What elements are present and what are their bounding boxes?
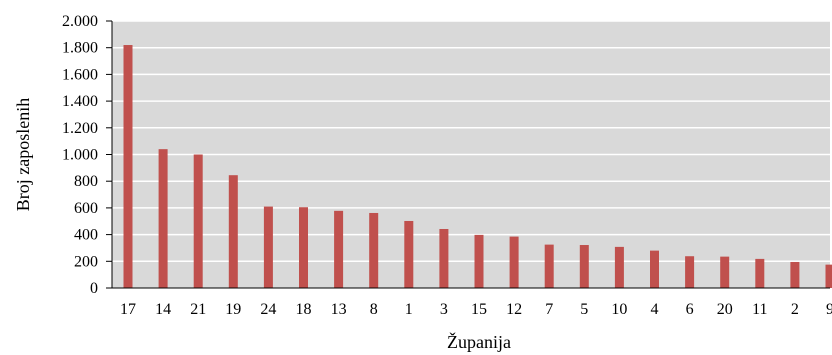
x-tick-label: 21 bbox=[190, 301, 206, 318]
y-tick-labels: 0 200 400 600 800 1.000 1.200 1.400 1.600 1.800 2.… bbox=[62, 13, 98, 297]
x-tick-label: 17 bbox=[120, 301, 136, 318]
bar bbox=[299, 207, 308, 288]
x-tick-label: 1 bbox=[405, 301, 413, 318]
bars bbox=[123, 45, 832, 288]
y-tick-label: 1.200 bbox=[62, 120, 98, 137]
y-tick-label: 400 bbox=[74, 227, 98, 244]
x-tick-label: 13 bbox=[331, 301, 347, 318]
bar bbox=[614, 246, 624, 288]
y-tick-label: 600 bbox=[74, 200, 98, 217]
bar bbox=[509, 236, 519, 288]
x-tick-labels: 17 14 21 19 24 18 13 8 1 3 15 12 7 5 10 4 6 20 11 2 9 bbox=[120, 301, 832, 318]
x-tick-label: 14 bbox=[155, 301, 171, 318]
x-tick-label: 19 bbox=[225, 301, 241, 318]
bar bbox=[369, 212, 379, 288]
x-tick-label: 9 bbox=[826, 301, 832, 318]
bar bbox=[439, 228, 449, 288]
x-tick-label: 15 bbox=[471, 301, 487, 318]
bar bbox=[579, 245, 589, 288]
y-tick-label: 0 bbox=[90, 280, 98, 297]
y-tick-label: 2.000 bbox=[62, 13, 98, 30]
x-tick-label: 3 bbox=[440, 301, 448, 318]
bar bbox=[825, 264, 832, 288]
bar bbox=[228, 175, 238, 288]
bar bbox=[544, 244, 554, 288]
bar bbox=[123, 45, 133, 288]
y-tick-label: 1.400 bbox=[62, 93, 98, 110]
x-tick-label: 18 bbox=[296, 301, 312, 318]
y-tick-label: 1.000 bbox=[62, 147, 98, 164]
x-tick-label: 2 bbox=[791, 301, 799, 318]
x-tick-label: 11 bbox=[752, 301, 767, 318]
x-tick-label: 5 bbox=[580, 301, 588, 318]
axes bbox=[106, 20, 830, 289]
x-tick-label: 4 bbox=[651, 301, 659, 318]
bar bbox=[685, 256, 695, 288]
bar bbox=[755, 258, 765, 288]
x-tick-label: 10 bbox=[611, 301, 627, 318]
y-tick-label: 200 bbox=[74, 253, 98, 270]
x-tick-label: 7 bbox=[545, 301, 553, 318]
x-tick-label: 20 bbox=[717, 301, 733, 318]
bar bbox=[404, 220, 414, 288]
x-tick-label: 12 bbox=[506, 301, 522, 318]
bar bbox=[263, 206, 273, 288]
x-axis-title: Županija bbox=[447, 331, 511, 352]
y-tick-label: 1.800 bbox=[62, 40, 98, 57]
bar bbox=[650, 250, 659, 288]
x-tick-label: 8 bbox=[370, 301, 378, 318]
bar bbox=[158, 149, 168, 288]
y-tick-label: 1.600 bbox=[62, 66, 98, 83]
bar bbox=[720, 256, 730, 288]
bar bbox=[790, 261, 800, 288]
x-tick-label: 6 bbox=[686, 301, 694, 318]
bar bbox=[193, 154, 203, 288]
y-tick-label: 800 bbox=[74, 173, 98, 190]
bar bbox=[474, 234, 484, 288]
bar bbox=[334, 210, 344, 288]
x-tick-label: 24 bbox=[260, 301, 276, 318]
y-axis-title: Broj zaposlenih bbox=[13, 98, 33, 211]
